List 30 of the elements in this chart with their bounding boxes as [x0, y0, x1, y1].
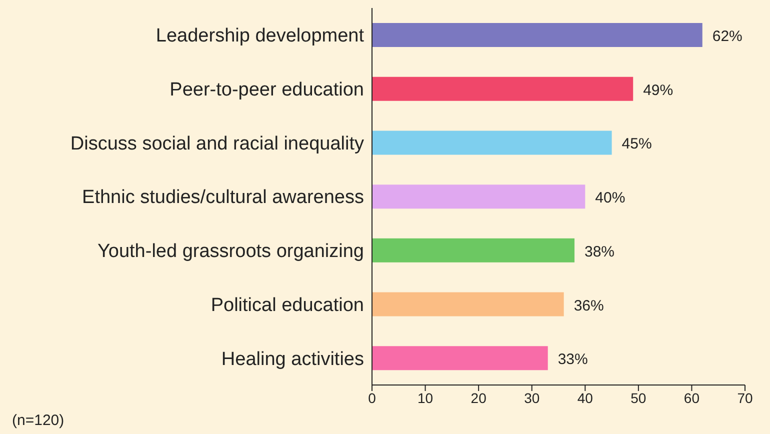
y-tick-label: Political education: [210, 294, 364, 316]
bar: [372, 130, 612, 155]
data-label: 40%: [595, 190, 626, 207]
data-label: 62%: [712, 28, 742, 45]
x-tick-label: 70: [737, 390, 753, 406]
y-tick-label: Ethnic studies/cultural awareness: [82, 187, 364, 208]
y-tick-label: Healing activities: [221, 348, 364, 370]
data-label: 45%: [622, 136, 652, 153]
bar: [372, 76, 634, 101]
bar: [372, 238, 574, 262]
x-tick-label: 30: [524, 390, 540, 406]
y-tick-label: Youth-led grassroots organizing: [97, 241, 364, 262]
bar: [372, 346, 548, 370]
bar: [372, 23, 702, 47]
bar: [372, 292, 564, 316]
x-tick-label: 10: [417, 390, 434, 406]
x-tick-label: 40: [577, 390, 594, 406]
y-tick-label: Leadership development: [156, 26, 365, 47]
data-label: 38%: [584, 243, 615, 260]
data-label: 36%: [574, 297, 604, 314]
x-tick-label: 0: [368, 390, 376, 406]
x-tick-label: 20: [470, 390, 487, 406]
data-label: 49%: [643, 82, 674, 99]
data-label: 33%: [558, 351, 588, 368]
x-tick-label: 60: [684, 390, 700, 406]
y-tick-label: Peer-to-peer education: [170, 80, 364, 101]
text: (n=120): [12, 412, 64, 429]
bar: [372, 184, 586, 209]
y-tick-label: Discuss social and racial inequality: [70, 133, 364, 154]
x-tick-label: 50: [630, 390, 646, 406]
